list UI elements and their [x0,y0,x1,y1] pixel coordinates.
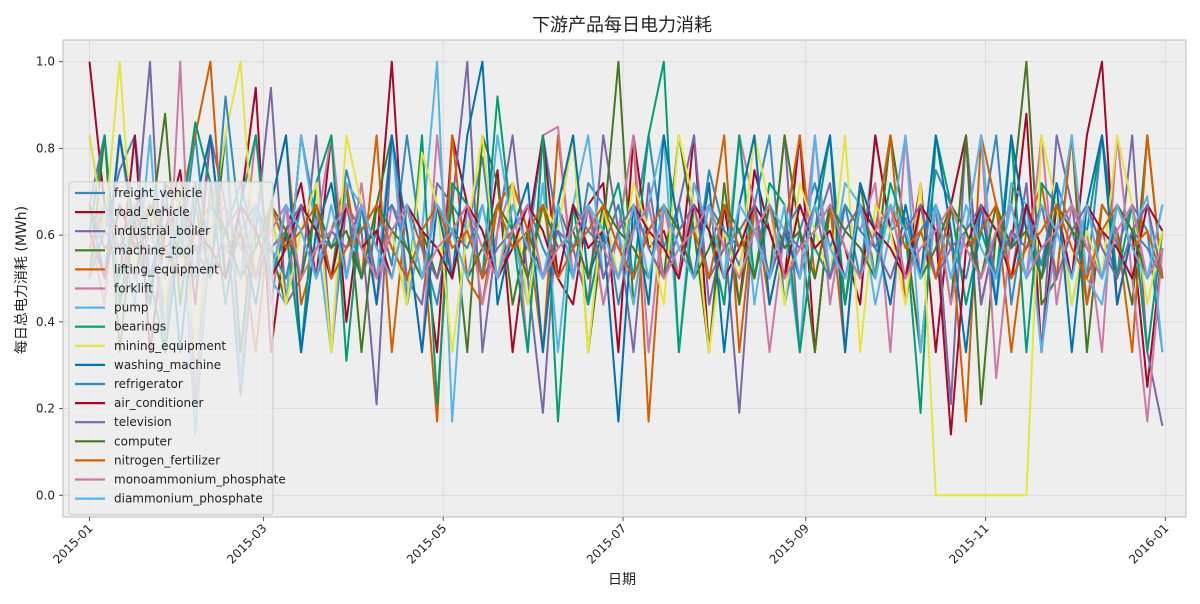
y-tick-label: 0.8 [36,141,55,155]
legend-entry-label: computer [114,434,172,448]
y-tick-label: 0.2 [36,402,55,416]
legend-entry-label: monoammonium_phosphate [114,473,286,487]
y-tick-label: 1.0 [36,55,55,69]
y-tick-label: 0.0 [36,488,55,502]
legend-entry-label: forklift [114,282,153,296]
legend-entry-label: industrial_boiler [114,224,210,238]
legend-entry-label: diammonium_phosphate [114,492,263,506]
legend-entry-label: lifting_equipment [114,262,219,276]
series-line-industrial-boiler [88,60,1164,427]
y-axis-label: 每日总电力消耗 (MWh) [14,206,30,354]
legend-entry-label: television [114,415,172,429]
legend-entry-label: air_conditioner [114,396,203,410]
y-tick-label: 0.4 [36,315,55,329]
chart-title: 下游产品每日电力消耗 [532,15,712,36]
x-axis-label: 日期 [608,572,636,588]
legend-entry-label: nitrogen_fertilizer [114,453,220,467]
legend-entry-label: machine_tool [114,243,194,257]
legend-entry-label: freight_vehicle [114,186,202,200]
legend-entry-label: mining_equipment [114,339,226,353]
legend-box [68,181,274,516]
legend-entry-label: washing_machine [114,358,221,372]
legend-entry-label: refrigerator [114,377,183,391]
legend-entry-label: road_vehicle [114,205,190,219]
y-tick-label: 0.6 [36,228,55,242]
legend-entry-label: pump [114,301,149,315]
legend: freight_vehicle road_vehicle industrial_bo… [68,181,286,516]
legend-entry-label: bearings [114,320,166,334]
